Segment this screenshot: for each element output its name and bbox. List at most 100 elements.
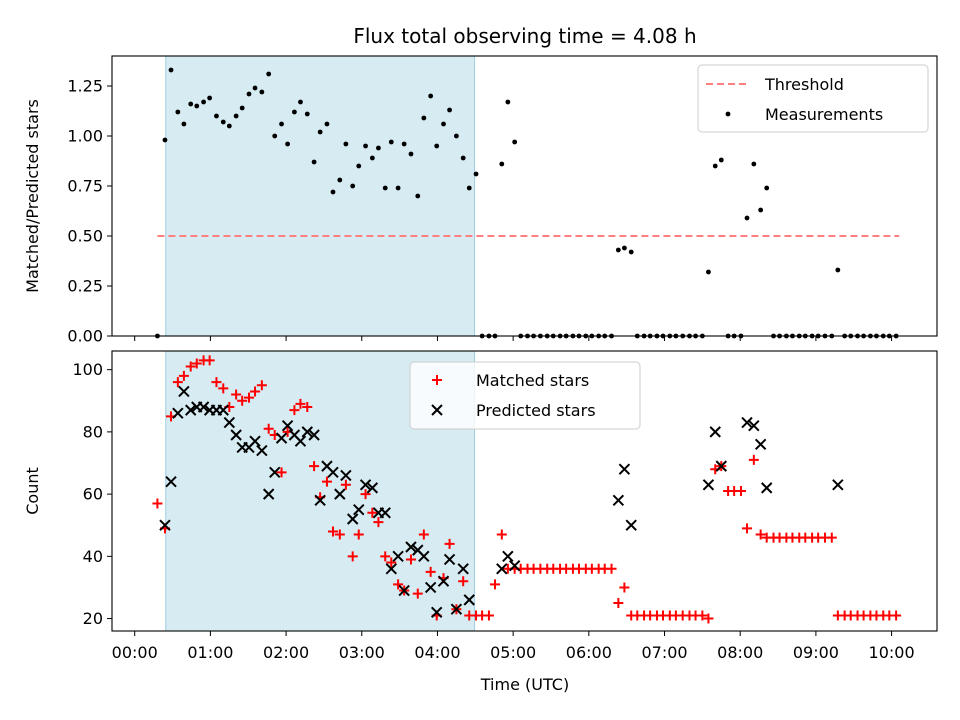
measurement-point (835, 267, 841, 273)
measurement-point (764, 185, 770, 191)
matched-star-point (458, 576, 469, 587)
x-tick-label: 06:00 (566, 643, 612, 662)
measurement-point (252, 85, 258, 91)
measurement-point (615, 247, 621, 253)
predicted-star-point (702, 479, 715, 491)
matched-star-point (380, 551, 391, 562)
predicted-star-point (178, 385, 190, 398)
measurement-point (279, 121, 284, 127)
predicted-star-point (340, 469, 352, 482)
matched-star-point (231, 389, 242, 400)
ratio-legend-box (697, 64, 929, 133)
y-tick-label: 1.25 (67, 77, 103, 96)
measurement-point (460, 155, 466, 161)
matched-star-point (489, 579, 500, 590)
matched-star-point (748, 454, 759, 465)
legend-predicted-label: Predicted stars (476, 401, 596, 420)
measurement-point (447, 107, 452, 113)
measurement-point (233, 113, 239, 119)
matched-star-point (321, 476, 332, 487)
y-tick-label: 100 (72, 360, 103, 379)
matched-star-point (703, 613, 714, 624)
matched-star-point (386, 557, 397, 568)
predicted-star-point (508, 559, 521, 572)
matched-star-point (211, 377, 222, 388)
predicted-star-point (715, 460, 727, 472)
measurement-point (415, 193, 421, 199)
predicted-star-point (748, 419, 760, 432)
legend-measurements-label: Measurements (765, 105, 883, 124)
predicted-star-point (366, 482, 379, 494)
measurement-point (220, 119, 226, 125)
star-count-points (152, 355, 902, 624)
measurement-point (201, 99, 206, 105)
measurement-point (285, 141, 290, 147)
measurement-point (175, 109, 181, 115)
predicted-star-point (314, 494, 326, 507)
matched-star-point (755, 529, 766, 540)
matched-star-point (735, 486, 746, 496)
measurement-point (434, 143, 440, 149)
matched-star-point (340, 479, 351, 490)
ratio-panel: 0.00 0.25 0.50 0.75 1.00 1.25 Matched/Predict… (23, 55, 938, 346)
predicted-star-point (223, 416, 236, 429)
predicted-star-point (625, 519, 637, 531)
count-legend: Matched stars Predicted stars (409, 361, 641, 430)
predicted-star-point (281, 419, 294, 432)
predicted-star-point (359, 479, 372, 491)
x-tick-label: 05:00 (490, 643, 536, 662)
matched-star-point (218, 383, 229, 394)
measurement-point (712, 163, 718, 169)
measurement-point (718, 157, 724, 163)
count-legend-box (409, 361, 641, 430)
x-axis-label: Time (UTC) (480, 675, 569, 694)
matched-star-point (367, 507, 378, 518)
legend-matched-label: Matched stars (476, 371, 589, 390)
matched-star-point (360, 489, 371, 500)
predicted-star-point (502, 550, 514, 563)
matched-star-point (185, 361, 196, 372)
y-tick-label: 40 (83, 547, 103, 566)
chart-title: Flux total observing time = 4.08 h (353, 24, 696, 48)
predicted-star-point (754, 438, 767, 451)
predicted-star-point (269, 466, 281, 479)
x-tick-label: 04:00 (414, 643, 460, 662)
measurement-point (395, 185, 401, 191)
measurement-point (266, 71, 272, 77)
matched-star-point (425, 566, 436, 577)
predicted-star-point (165, 475, 177, 488)
predicted-star-point (327, 466, 339, 479)
predicted-star-point (832, 479, 844, 491)
matched-star-point (250, 386, 261, 397)
measurement-point (324, 121, 330, 127)
measurement-point (758, 207, 764, 213)
matched-star-point (289, 405, 300, 416)
matched-star-point (891, 610, 902, 621)
x-tick-label: 09:00 (793, 643, 839, 662)
measurement-point (214, 113, 219, 119)
measurement-point (376, 145, 381, 151)
predicted-star-point (392, 550, 404, 563)
measurement-point (388, 139, 394, 145)
predicted-star-point (618, 463, 631, 475)
matched-star-point (328, 526, 339, 537)
measurement-point (246, 91, 252, 97)
matched-star-point (606, 563, 617, 574)
predicted-star-point (301, 426, 313, 438)
predicted-star-point (405, 541, 417, 553)
predicted-star-point (424, 581, 437, 594)
measurement-point (421, 115, 427, 121)
x-tick-label: 01:00 (187, 643, 233, 662)
matched-star-point (373, 517, 384, 528)
y-tick-label: 0.25 (67, 277, 103, 296)
measurement-point (292, 109, 297, 115)
y-tick-label: 0.50 (67, 227, 103, 246)
ratio-axes-frame (111, 55, 938, 337)
predicted-star-point (159, 519, 171, 531)
predicted-star-point (217, 404, 229, 416)
measurement-point (194, 103, 200, 109)
predicted-star-point (353, 503, 365, 516)
predicted-star-point (496, 563, 508, 575)
measurement-point (428, 93, 434, 99)
matched-star-point (243, 392, 254, 403)
